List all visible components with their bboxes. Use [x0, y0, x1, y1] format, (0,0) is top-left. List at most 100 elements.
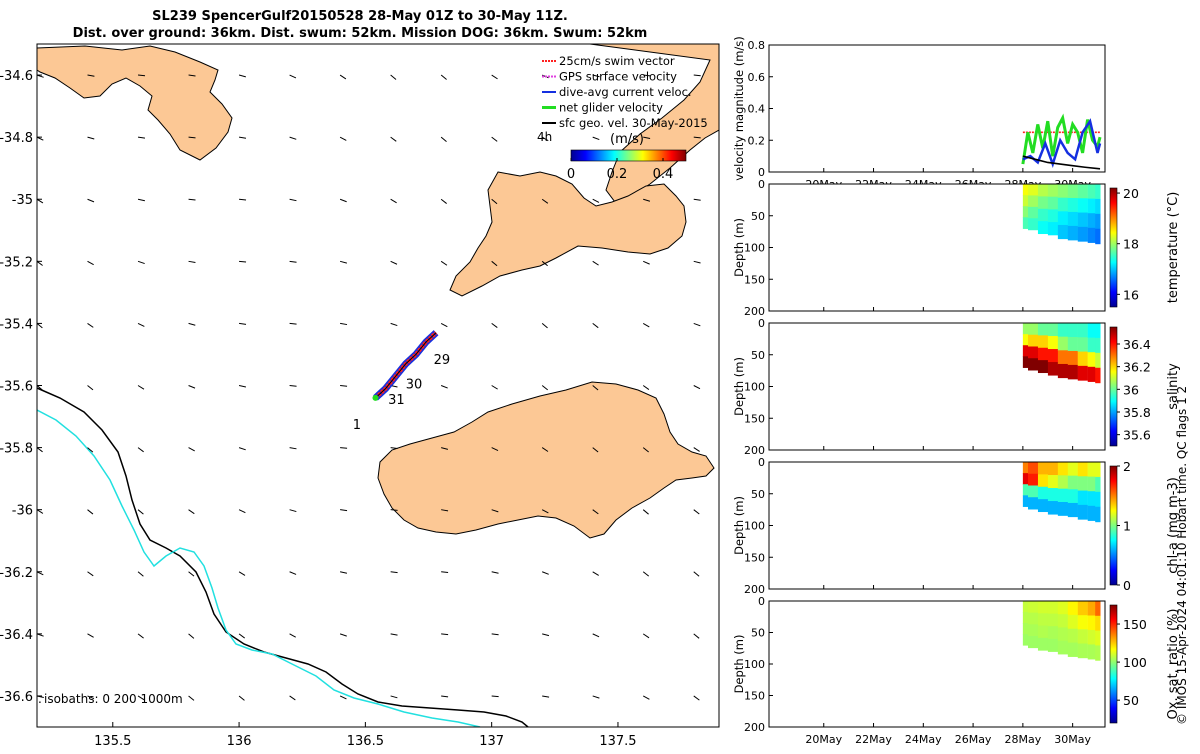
heatmap-cell [1077, 504, 1088, 520]
heatmap-cell [1087, 352, 1098, 368]
heatmap-cell [1037, 221, 1049, 235]
sfc-velocity-arrow [642, 385, 650, 390]
sfc-velocity-arrow [87, 633, 94, 638]
sfc-velocity-arrow [642, 509, 649, 515]
colorbar-label: Ox. sat. ratio (%) [1166, 609, 1181, 720]
heatmap-cell [1037, 196, 1049, 210]
heatmap-cell [1095, 476, 1101, 493]
sfc-velocity-arrow [87, 385, 94, 391]
sfc-velocity-arrow [188, 260, 196, 264]
sfc-velocity-arrow [541, 323, 548, 329]
sfc-velocity-arrow [37, 571, 44, 576]
sfc-velocity-arrow [390, 509, 398, 511]
track-day-label: 1 [353, 418, 361, 433]
sfc-velocity-arrow [643, 198, 651, 202]
heatmap-cell [1028, 218, 1039, 231]
sfc-velocity-arrow [340, 571, 348, 574]
sfc-velocity-arrow [289, 322, 297, 325]
sfc-velocity-arrow [289, 385, 297, 387]
colorbar-corner-label: 4h [537, 130, 552, 144]
legend-label: net glider velocity [559, 101, 663, 115]
map-colorbar [570, 149, 687, 162]
heatmap-cell [1047, 501, 1059, 515]
track-day-label: 29 [434, 353, 451, 368]
sfc-velocity-arrow [491, 571, 499, 574]
velocity-series-line [1021, 113, 1102, 165]
sfc-velocity-arrow [239, 322, 247, 325]
sfc-velocity-arrow [693, 633, 700, 639]
sfc-velocity-arrow [188, 509, 195, 515]
heatmap-cell [1087, 491, 1098, 507]
heatmap-cell [1067, 601, 1078, 616]
map-ytick-label: -35.2 [0, 255, 33, 270]
heatmap-cell [1057, 184, 1069, 199]
sfc-velocity-arrow [642, 322, 650, 328]
heatmap-cell [1057, 627, 1069, 642]
sfc-velocity-arrow [340, 447, 348, 449]
heatmap-cell [1095, 601, 1101, 617]
heatmap-cell [1067, 462, 1078, 477]
panel-frame [768, 183, 1106, 312]
xtick-label: 22May [855, 733, 892, 746]
heatmap-cell [1022, 356, 1029, 368]
sfc-velocity-arrow [693, 571, 700, 577]
heatmap-cell [1095, 462, 1101, 478]
legend-label: GPS surface velocity [559, 70, 677, 84]
heatmap-cell [1028, 624, 1039, 637]
sfc-velocity-arrow [289, 509, 297, 513]
heatmap-cell [1087, 227, 1098, 243]
colorbar-tick-label: 0 [1123, 578, 1131, 593]
sfc-velocity-arrow [289, 198, 297, 202]
sfc-velocity-arrow [339, 136, 347, 141]
heatmap-cell [1067, 336, 1078, 352]
heatmap-cell [1057, 323, 1069, 338]
heatmap-cell [1095, 615, 1101, 632]
sfc-velocity-arrow [188, 385, 196, 389]
heatmap-cell [1057, 640, 1069, 655]
heatmap-cell [1022, 345, 1029, 357]
sfc-velocity-arrow [491, 385, 498, 390]
heatmap-cell [1028, 635, 1039, 649]
sfc-velocity-arrow [592, 74, 600, 78]
sfc-velocity-arrow [289, 571, 297, 575]
colorbar-tick-label: 50 [1123, 693, 1139, 708]
sfc-velocity-arrow [188, 633, 195, 639]
sfc-velocity-arrow [390, 260, 398, 265]
sfc-velocity-arrow [87, 74, 95, 77]
map-xtick-label: 136.5 [347, 734, 384, 749]
heatmap-cell [1087, 337, 1098, 353]
heatmap-cell [1057, 363, 1069, 379]
heatmap-cell [1037, 625, 1049, 639]
heatmap-cell [1077, 198, 1088, 214]
heatmap-cell [1047, 336, 1059, 350]
heatmap-cell [1057, 614, 1069, 628]
sfc-velocity-arrow [87, 322, 94, 328]
colorbar-tick-label: 0.2 [607, 167, 628, 182]
heatmap-cell [1095, 506, 1101, 523]
heatmap-cell [1095, 367, 1101, 384]
heatmap-cell [1022, 206, 1029, 218]
sfc-velocity-arrow [289, 74, 297, 79]
legend-label: 25cm/s swim vector [559, 54, 675, 68]
heatmap-cell [1087, 601, 1098, 616]
heatmap-cell [1047, 196, 1059, 210]
sfc-velocity-arrow [592, 571, 599, 576]
heatmap-cell [1028, 195, 1039, 208]
sfc-velocity-arrow [643, 74, 651, 77]
heatmap-cell [1037, 474, 1049, 488]
heatmap-cell [1047, 462, 1059, 476]
map-chart: 135.5 136 136.5 137 137.5 -34.6 -34.8 -35 -35.2… [0, 43, 720, 749]
heatmap-cell [1067, 489, 1078, 504]
map-ytick-label: -35 [12, 193, 33, 208]
sfc-velocity-arrow [87, 447, 94, 453]
heatmap-cell [1022, 634, 1029, 646]
heatmap-cell [1037, 499, 1049, 513]
sfc-velocity-arrow [592, 695, 600, 699]
heatmap-cell [1067, 475, 1078, 490]
sfc-velocity-arrow [87, 136, 95, 140]
heatmap-cell [1022, 612, 1029, 624]
heatmap-cell [1022, 484, 1029, 496]
colorbar-label: chl-a (mg m-3) [1166, 477, 1181, 574]
heatmap-cell [1087, 184, 1098, 200]
profile-panel-4: 0 50 100 150 200 0 1 2 chl-a (mg m-3) Depth (m) [732, 456, 1181, 596]
